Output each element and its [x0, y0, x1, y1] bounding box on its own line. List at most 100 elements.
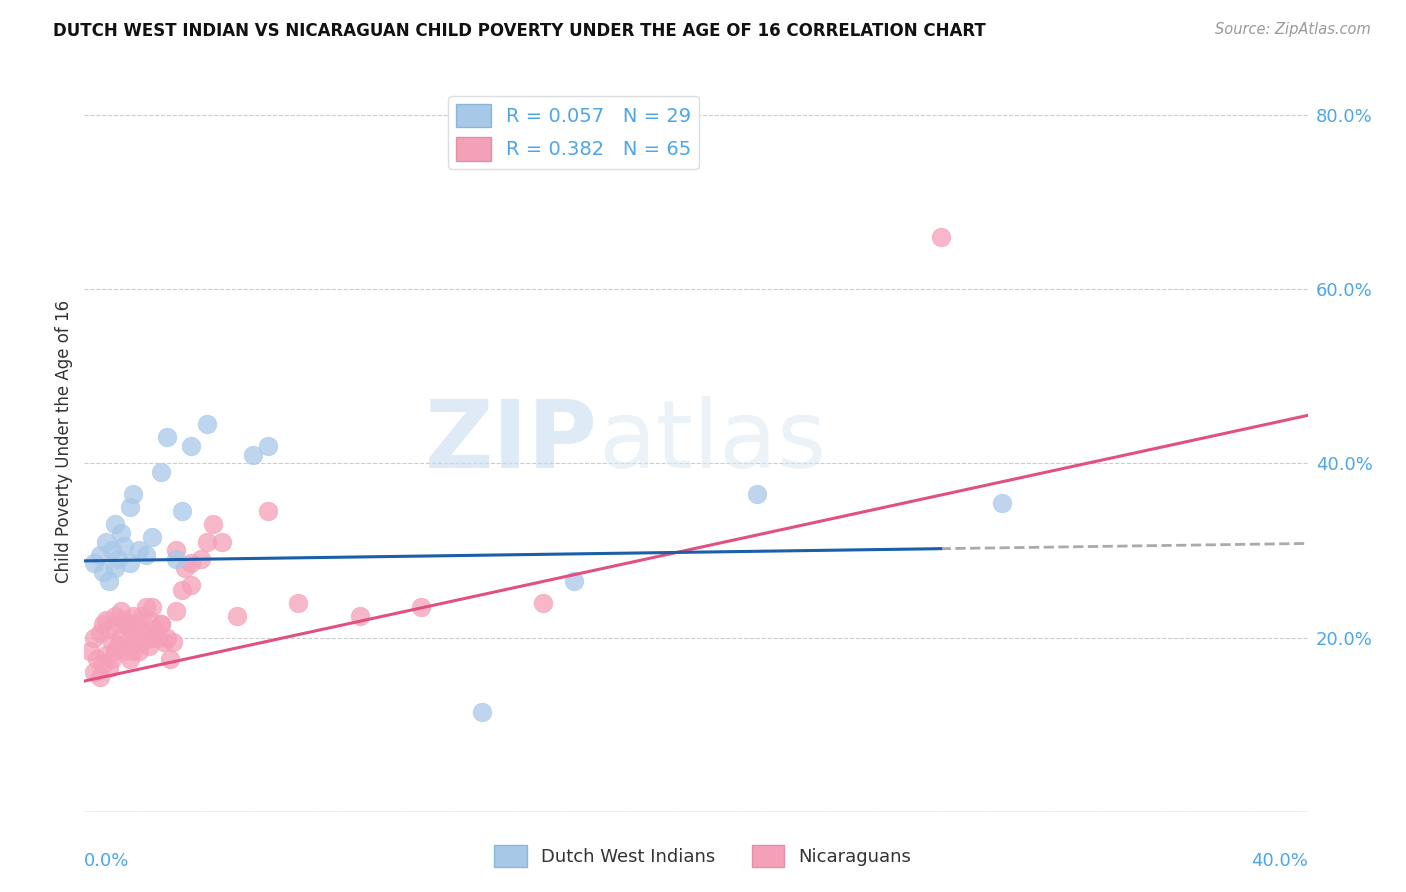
Point	[107, 639, 129, 653]
Text: 40.0%: 40.0%	[1251, 853, 1308, 871]
Point	[562, 574, 585, 588]
Point	[125, 635, 148, 649]
Point	[94, 534, 117, 549]
Point	[165, 604, 187, 618]
Point	[91, 617, 114, 632]
Legend: R = 0.057   N = 29, R = 0.382   N = 65: R = 0.057 N = 29, R = 0.382 N = 65	[449, 95, 699, 169]
Point	[135, 600, 157, 615]
Point	[201, 517, 224, 532]
Point	[146, 631, 169, 645]
Text: DUTCH WEST INDIAN VS NICARAGUAN CHILD POVERTY UNDER THE AGE OF 16 CORRELATION CH: DUTCH WEST INDIAN VS NICARAGUAN CHILD PO…	[53, 22, 986, 40]
Point	[79, 643, 101, 657]
Point	[89, 626, 111, 640]
Point	[138, 613, 160, 627]
Point	[120, 500, 142, 514]
Point	[242, 448, 264, 462]
Point	[159, 652, 181, 666]
Point	[110, 526, 132, 541]
Text: Source: ZipAtlas.com: Source: ZipAtlas.com	[1215, 22, 1371, 37]
Point	[112, 643, 135, 657]
Point	[120, 557, 142, 571]
Point	[156, 430, 179, 444]
Point	[89, 548, 111, 562]
Point	[226, 608, 249, 623]
Point	[195, 534, 218, 549]
Point	[122, 643, 145, 657]
Y-axis label: Child Poverty Under the Age of 16: Child Poverty Under the Age of 16	[55, 300, 73, 583]
Point	[104, 643, 127, 657]
Point	[101, 652, 124, 666]
Point	[138, 639, 160, 653]
Text: 0.0%: 0.0%	[84, 853, 129, 871]
Point	[83, 631, 105, 645]
Point	[122, 487, 145, 501]
Point	[110, 631, 132, 645]
Point	[110, 604, 132, 618]
Point	[97, 661, 120, 675]
Point	[180, 557, 202, 571]
Point	[112, 613, 135, 627]
Point	[141, 530, 163, 544]
Point	[156, 631, 179, 645]
Point	[162, 635, 184, 649]
Point	[141, 600, 163, 615]
Point	[122, 608, 145, 623]
Point	[104, 608, 127, 623]
Point	[101, 543, 124, 558]
Point	[172, 582, 194, 597]
Point	[174, 561, 197, 575]
Point	[257, 439, 280, 453]
Point	[149, 617, 172, 632]
Point	[94, 613, 117, 627]
Point	[83, 665, 105, 680]
Point	[107, 617, 129, 632]
Point	[143, 622, 166, 636]
Point	[115, 635, 138, 649]
Point	[104, 561, 127, 575]
Point	[128, 643, 150, 657]
Point	[287, 596, 309, 610]
Point	[97, 622, 120, 636]
Point	[101, 635, 124, 649]
Point	[135, 626, 157, 640]
Point	[180, 439, 202, 453]
Point	[91, 565, 114, 579]
Point	[94, 648, 117, 662]
Point	[89, 670, 111, 684]
Point	[991, 495, 1014, 509]
Point	[195, 417, 218, 431]
Point	[190, 552, 212, 566]
Point	[125, 617, 148, 632]
Point	[409, 600, 432, 615]
Point	[128, 622, 150, 636]
Point	[86, 652, 108, 666]
Point	[153, 635, 176, 649]
Point	[165, 552, 187, 566]
Point	[149, 617, 172, 632]
Point	[131, 608, 153, 623]
Point	[349, 608, 371, 623]
Text: ZIP: ZIP	[425, 395, 598, 488]
Point	[112, 539, 135, 553]
Point	[165, 543, 187, 558]
Point	[172, 504, 194, 518]
Point	[83, 557, 105, 571]
Point	[747, 487, 769, 501]
Point	[141, 631, 163, 645]
Point	[97, 574, 120, 588]
Text: atlas: atlas	[598, 395, 827, 488]
Point	[180, 578, 202, 592]
Point	[149, 465, 172, 479]
Point	[929, 230, 952, 244]
Point	[115, 617, 138, 632]
Point	[120, 652, 142, 666]
Point	[120, 622, 142, 636]
Point	[531, 596, 554, 610]
Point	[107, 552, 129, 566]
Point	[128, 543, 150, 558]
Point	[257, 504, 280, 518]
Point	[211, 534, 233, 549]
Point	[135, 548, 157, 562]
Point	[131, 635, 153, 649]
Point	[471, 705, 494, 719]
